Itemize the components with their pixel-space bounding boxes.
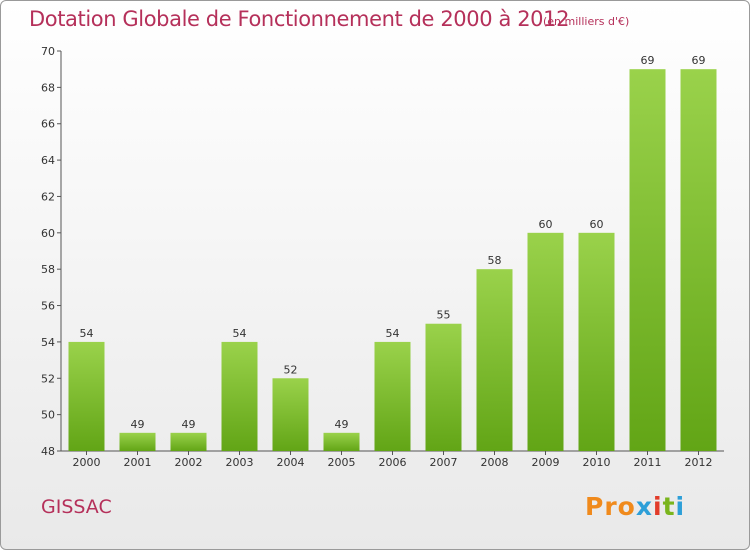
logo-letter: o	[617, 492, 636, 521]
bar-2011	[629, 69, 666, 451]
bar-2012	[680, 69, 717, 451]
y-tick-label: 50	[41, 409, 55, 422]
bar-value-label: 69	[641, 54, 655, 67]
chart-title: Dotation Globale de Fonctionnement de 20…	[29, 7, 570, 31]
bar-2000	[68, 341, 105, 451]
x-tick-label: 2004	[277, 456, 305, 469]
y-tick-label: 66	[41, 118, 55, 131]
logo-letter: r	[604, 492, 618, 521]
commune-name: GISSAC	[41, 496, 112, 518]
bar-value-label: 54	[233, 327, 247, 340]
bar-2003	[221, 341, 258, 451]
bar-2008	[476, 269, 513, 451]
proxiti-logo[interactable]: Proxiti	[585, 492, 685, 521]
bar-value-label: 49	[131, 418, 145, 431]
logo-letter: i	[675, 492, 686, 521]
bar-value-label: 69	[692, 54, 706, 67]
logo-letter: P	[585, 492, 605, 521]
bar-value-label: 52	[284, 363, 298, 376]
bar-2004	[272, 378, 309, 451]
y-tick-label: 56	[41, 300, 55, 313]
y-tick-label: 70	[41, 45, 55, 58]
bar-value-label: 60	[539, 218, 553, 231]
x-tick-label: 2008	[481, 456, 509, 469]
logo-letter: t	[662, 492, 676, 521]
bar-2001	[119, 432, 156, 451]
bar-2007	[425, 323, 462, 451]
chart-axes: 48 50 52 54 56 58 60 62 64 66 68 70 2000 2001 2002 2003…	[41, 45, 724, 469]
chart-subtitle: (en milliers d'€)	[543, 15, 630, 28]
x-tick-label: 2000	[73, 456, 101, 469]
bar-value-label: 49	[182, 418, 196, 431]
bar-value-label: 58	[488, 254, 502, 267]
y-tick-label: 64	[41, 154, 55, 167]
bar-value-label: 49	[335, 418, 349, 431]
x-tick-label: 2001	[124, 456, 152, 469]
x-tick-label: 2009	[532, 456, 560, 469]
x-tick-label: 2006	[379, 456, 407, 469]
x-tick-label: 2003	[226, 456, 254, 469]
x-tick-label: 2011	[634, 456, 662, 469]
bar-value-label: 60	[590, 218, 604, 231]
y-tick-label: 48	[41, 445, 55, 458]
bar-value-label: 54	[386, 327, 400, 340]
x-tick-label: 2002	[175, 456, 203, 469]
logo-letter: x	[635, 492, 653, 521]
x-tick-label: 2012	[685, 456, 713, 469]
bar-2006	[374, 341, 411, 451]
y-tick-label: 54	[41, 336, 55, 349]
x-tick-label: 2007	[430, 456, 458, 469]
x-tick-label: 2005	[328, 456, 356, 469]
bar-value-label: 54	[80, 327, 94, 340]
y-tick-label: 62	[41, 190, 55, 203]
bar-2009	[527, 232, 564, 451]
bar-2005	[323, 432, 360, 451]
x-tick-label: 2010	[583, 456, 611, 469]
bar-2002	[170, 432, 207, 451]
bar-value-label: 55	[437, 309, 451, 322]
bar-2010	[578, 232, 615, 451]
y-tick-label: 60	[41, 227, 55, 240]
y-tick-label: 52	[41, 372, 55, 385]
logo-letter: i	[653, 492, 663, 521]
y-tick-label: 68	[41, 81, 55, 94]
y-tick-label: 58	[41, 263, 55, 276]
chart-bars: 54 49 49 54 52 49 54 55 58 60 60 69 69	[68, 54, 717, 451]
